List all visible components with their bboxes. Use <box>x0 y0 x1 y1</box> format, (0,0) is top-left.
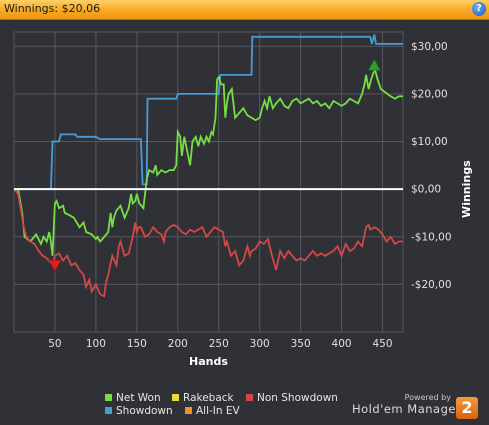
x-tick-label-100: 100 <box>86 338 106 350</box>
help-icon[interactable]: ? <box>472 2 486 16</box>
legend-swatch-rakeback <box>172 394 179 401</box>
y-tick-label-5: $30,00 <box>411 41 448 53</box>
product-name: Hold'em Manager <box>352 402 462 416</box>
legend-swatch-net-won <box>105 394 112 401</box>
series-line-showdown <box>14 34 403 190</box>
x-tick-label-400: 400 <box>332 338 352 350</box>
window-title: Winnings: $20,06 <box>4 2 101 15</box>
legend-item-non-showdown[interactable]: Non Showdown <box>246 392 338 404</box>
min-marker <box>48 260 62 272</box>
legend-swatch-all-in-ev <box>185 407 192 414</box>
legend-swatch-showdown <box>105 407 112 414</box>
y-axis-title: Winnings <box>460 160 473 218</box>
x-tick-label-250: 250 <box>209 338 229 350</box>
y-tick-label-0: -$20,00 <box>411 279 452 291</box>
max-marker <box>367 58 381 71</box>
markers <box>48 58 381 272</box>
x-tick-label-200: 200 <box>168 338 188 350</box>
series-lines <box>13 34 403 298</box>
series-line-net-won <box>14 67 403 256</box>
legend-label-non-showdown: Non Showdown <box>257 392 338 404</box>
plot-border <box>13 31 404 333</box>
y-tick-label-4: $20,00 <box>411 88 448 100</box>
legend-label-all-in-ev: All-In EV <box>196 405 240 417</box>
axes: 50 100 150 200 250 300 350 400 450 -$20,00 -$10,00… <box>48 41 473 368</box>
x-tick-label-150: 150 <box>127 338 147 350</box>
legend-label-net-won: Net Won <box>116 392 161 404</box>
series-line-non-showdown <box>13 188 403 298</box>
legend-item-net-won[interactable]: Net Won <box>105 392 161 404</box>
powered-by-label: Powered by <box>404 393 451 402</box>
legend-item-rakeback[interactable]: Rakeback <box>172 392 234 404</box>
legend-item-all-in-ev[interactable]: All-In EV <box>185 405 240 417</box>
y-tick-label-1: -$10,00 <box>411 231 452 243</box>
plot-area <box>14 32 403 332</box>
winnings-chart: 50 100 150 200 250 300 350 400 450 -$20,00 -$10,00… <box>13 31 473 368</box>
legend-label-rakeback: Rakeback <box>183 392 234 404</box>
x-tick-label-350: 350 <box>291 338 311 350</box>
title-bar: Winnings: $20,06 ? <box>0 0 489 20</box>
y-tick-label-3: $10,00 <box>411 136 448 148</box>
x-axis-title: Hands <box>189 355 228 368</box>
x-tick-label-300: 300 <box>250 338 270 350</box>
legend-label-showdown: Showdown <box>116 405 173 417</box>
x-tick-label-450: 450 <box>373 338 393 350</box>
legend-item-showdown[interactable]: Showdown <box>105 405 173 417</box>
y-tick-label-2: $0,00 <box>411 184 441 196</box>
legend-swatch-non-showdown <box>246 394 253 401</box>
x-tick-label-50: 50 <box>48 338 61 350</box>
holdem-manager-logo-icon: 2 <box>456 397 478 419</box>
